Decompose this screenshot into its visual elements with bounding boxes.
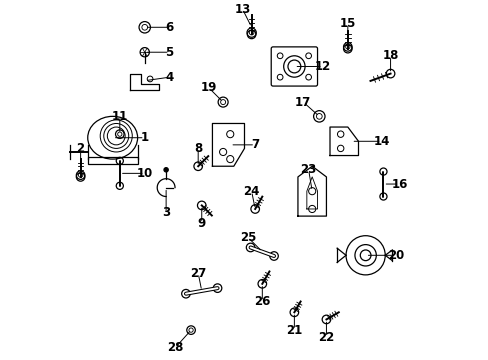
Text: 23: 23 (300, 163, 316, 176)
Text: 8: 8 (194, 142, 202, 155)
Text: 28: 28 (166, 341, 183, 355)
Text: 1: 1 (141, 131, 148, 144)
Text: 18: 18 (382, 49, 398, 62)
Text: 14: 14 (373, 135, 389, 148)
Text: 4: 4 (165, 71, 173, 84)
Text: 22: 22 (318, 331, 334, 344)
Text: 20: 20 (387, 249, 403, 262)
Text: 19: 19 (200, 81, 217, 94)
Text: 13: 13 (234, 3, 250, 16)
Text: 16: 16 (390, 177, 407, 190)
Text: 7: 7 (251, 138, 259, 151)
Text: 11: 11 (111, 110, 128, 123)
Text: 21: 21 (285, 324, 302, 337)
Text: 12: 12 (314, 60, 330, 73)
Text: 26: 26 (254, 295, 270, 308)
Text: 10: 10 (136, 167, 153, 180)
Text: 5: 5 (165, 46, 173, 59)
Text: 27: 27 (190, 267, 206, 280)
Bar (87, 157, 137, 165)
Text: 6: 6 (165, 21, 173, 34)
Text: 17: 17 (295, 96, 311, 109)
Text: 3: 3 (162, 206, 170, 219)
Circle shape (163, 168, 168, 172)
Text: 9: 9 (197, 217, 205, 230)
Text: 15: 15 (339, 17, 355, 30)
Text: 25: 25 (240, 231, 256, 244)
Text: 24: 24 (243, 185, 259, 198)
Text: 2: 2 (77, 142, 84, 155)
